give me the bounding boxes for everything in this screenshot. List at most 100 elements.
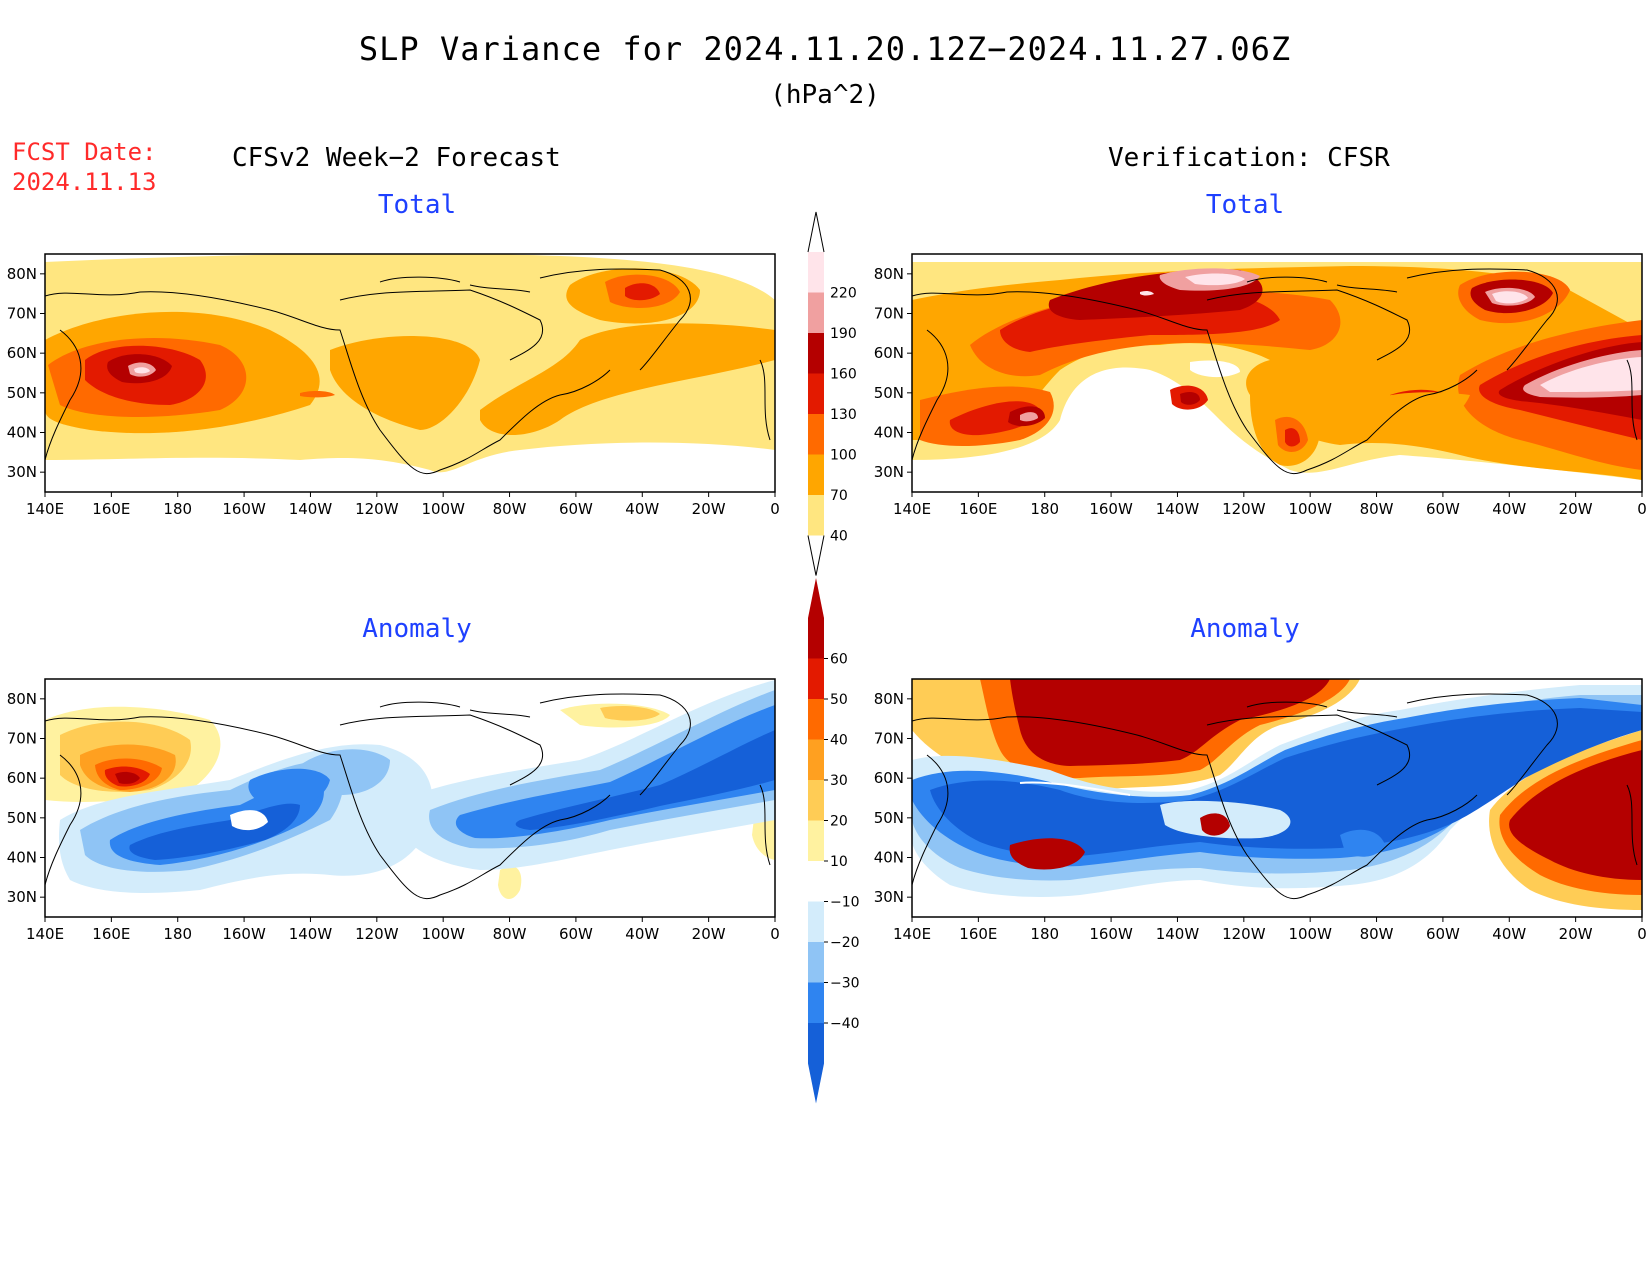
verification-anomaly-lon-tick-label: 0 xyxy=(1637,925,1647,943)
verification-anomaly-lon-tick-label: 140W xyxy=(1156,925,1200,943)
forecast-date-label: FCST Date: xyxy=(12,138,157,166)
anomaly-colorbar-label: 30 xyxy=(830,773,848,789)
verification-anomaly-frame xyxy=(911,678,1643,918)
main-title: SLP Variance for 2024.11.20.12Z−2024.11.… xyxy=(358,30,1292,68)
anomaly-colorbar-label: 10 xyxy=(830,854,848,870)
verification-anomaly-lon-tick-label: 80W xyxy=(1360,925,1394,943)
forecast-anomaly-lon-tick-label: 180 xyxy=(163,925,192,943)
forecast-total-lat-tick-label: 40N xyxy=(7,424,37,442)
total-colorbar-label: 130 xyxy=(830,407,857,423)
verification-total-lon-tick-label: 120W xyxy=(1222,500,1266,518)
forecast-anomaly-lat-tick-label: 40N xyxy=(7,849,37,867)
total-colorbar-swatch xyxy=(808,454,824,495)
anomaly-colorbar-label: 20 xyxy=(830,814,848,830)
forecast-anomaly-lon-tick-label: 120W xyxy=(355,925,399,943)
verification-total-lat-tick-label: 80N xyxy=(874,265,904,283)
forecast-anomaly-map xyxy=(45,679,775,917)
verification-anomaly-lat-tick-label: 50N xyxy=(874,809,904,827)
total-colorbar-swatch xyxy=(808,252,824,293)
verification-anomaly-lon-tick-label: 40W xyxy=(1492,925,1526,943)
forecast-anomaly-lon-tick-label: 20W xyxy=(692,925,726,943)
forecast-anomaly-title: Anomaly xyxy=(362,614,472,644)
anomaly-colorbar-swatch xyxy=(808,739,824,780)
verification-total-lon-tick-label: 140W xyxy=(1156,500,1200,518)
verification-total-coastlines xyxy=(912,268,1638,475)
forecast-anomaly-lat-tick-label: 50N xyxy=(7,809,37,827)
verification-total-lon-tick-label: 0 xyxy=(1637,500,1647,518)
forecast-anomaly-lon-tick-label: 160W xyxy=(222,925,266,943)
anomaly-colorbar-label: 60 xyxy=(830,652,848,668)
forecast-anomaly-lon-tick-label: 40W xyxy=(625,925,659,943)
anomaly-colorbar-label: −40 xyxy=(830,1016,860,1032)
verification-anomaly-lon-tick-label: 140E xyxy=(893,925,931,943)
forecast-total-lat-tick-label: 80N xyxy=(7,265,37,283)
total-colorbar-label: 100 xyxy=(830,448,857,464)
total-colorbar-label: 220 xyxy=(830,286,857,302)
verification-total-title: Total xyxy=(1205,190,1285,220)
forecast-total-coastlines xyxy=(45,268,771,475)
verification-anomaly-lat-tick-label: 60N xyxy=(874,769,904,787)
verification-total-lat-tick-label: 50N xyxy=(874,384,904,402)
forecast-anomaly-lat-tick-label: 70N xyxy=(7,730,37,748)
anomaly-colorbar-swatch xyxy=(808,942,824,983)
anomaly-colorbar-label: 40 xyxy=(830,733,848,749)
anomaly-colorbar: 60 50 40 30 20 10 −10 −20 −30 −40 xyxy=(808,578,860,1104)
forecast-total-title: Total xyxy=(377,190,457,220)
total-colorbar: 40 70 100 130 160 190 220 xyxy=(807,211,857,576)
total-colorbar-swatch xyxy=(808,292,824,333)
forecast-anomaly-coastlines xyxy=(45,693,771,900)
total-colorbar-label: 70 xyxy=(830,488,848,504)
forecast-total-lon-tick-label: 40W xyxy=(625,500,659,518)
total-colorbar-swatch xyxy=(808,495,824,536)
forecast-total-lon-tick-label: 80W xyxy=(493,500,527,518)
anomaly-colorbar-swatch xyxy=(808,982,824,1023)
verification-total-lon-tick-label: 80W xyxy=(1360,500,1394,518)
total-colorbar-label: 160 xyxy=(830,367,857,383)
verification-anomaly-lon-tick-label: 180 xyxy=(1030,925,1059,943)
verification-total-lon-tick-label: 180 xyxy=(1030,500,1059,518)
forecast-anomaly-lon-tick-label: 0 xyxy=(770,925,780,943)
total-colorbar-swatch xyxy=(808,414,824,455)
total-colorbar-label: 40 xyxy=(830,529,848,545)
anomaly-colorbar-swatch xyxy=(808,901,824,942)
anomaly-colorbar-swatch xyxy=(808,1023,824,1104)
anomaly-colorbar-swatch xyxy=(808,578,824,659)
forecast-total-lon-tick-label: 100W xyxy=(421,500,465,518)
forecast-total-lon-tick-label: 20W xyxy=(692,500,726,518)
forecast-anomaly-frame xyxy=(44,678,776,918)
verification-total-lon-tick-label: 140E xyxy=(893,500,931,518)
forecast-total-lon-tick-label: 160W xyxy=(222,500,266,518)
forecast-total-lon-tick-label: 180 xyxy=(163,500,192,518)
verification-total-lon-tick-label: 20W xyxy=(1559,500,1593,518)
verification-anomaly-lon-tick-label: 160E xyxy=(959,925,997,943)
total-colorbar-swatch xyxy=(808,333,824,374)
forecast-date-value: 2024.11.13 xyxy=(12,168,157,196)
forecast-total-frame xyxy=(44,253,776,493)
units-label: (hPa^2) xyxy=(770,80,880,110)
verification-anomaly-lon-tick-label: 120W xyxy=(1222,925,1266,943)
forecast-total-lon-tick-label: 60W xyxy=(559,500,593,518)
forecast-anomaly-lon-tick-label: 140W xyxy=(289,925,333,943)
verification-total-lat-tick-label: 70N xyxy=(874,305,904,323)
verification-anomaly-lat-tick-label: 70N xyxy=(874,730,904,748)
anomaly-colorbar-swatch xyxy=(808,780,824,821)
forecast-total-lon-tick-label: 0 xyxy=(770,500,780,518)
verification-total-lon-tick-label: 160E xyxy=(959,500,997,518)
verification-anomaly-map xyxy=(912,679,1642,917)
verification-anomaly-coastlines xyxy=(912,693,1638,900)
forecast-anomaly-lon-tick-label: 160E xyxy=(92,925,130,943)
forecast-total-lon-tick-label: 140E xyxy=(26,500,64,518)
anomaly-colorbar-swatch xyxy=(808,699,824,740)
forecast-anomaly-lon-tick-label: 80W xyxy=(493,925,527,943)
verification-column-title: Verification: CFSR xyxy=(1108,143,1390,173)
forecast-total-lon-tick-label: 140W xyxy=(289,500,333,518)
verification-anomaly-lon-tick-label: 60W xyxy=(1426,925,1460,943)
verification-anomaly-lon-tick-label: 100W xyxy=(1288,925,1332,943)
forecast-anomaly-lon-tick-label: 60W xyxy=(559,925,593,943)
total-colorbar-swatch xyxy=(808,373,824,414)
total-colorbar-label: 190 xyxy=(830,326,857,342)
anomaly-colorbar-label: −30 xyxy=(830,976,860,992)
forecast-anomaly-lat-tick-label: 80N xyxy=(7,690,37,708)
verification-total-map xyxy=(912,254,1642,492)
